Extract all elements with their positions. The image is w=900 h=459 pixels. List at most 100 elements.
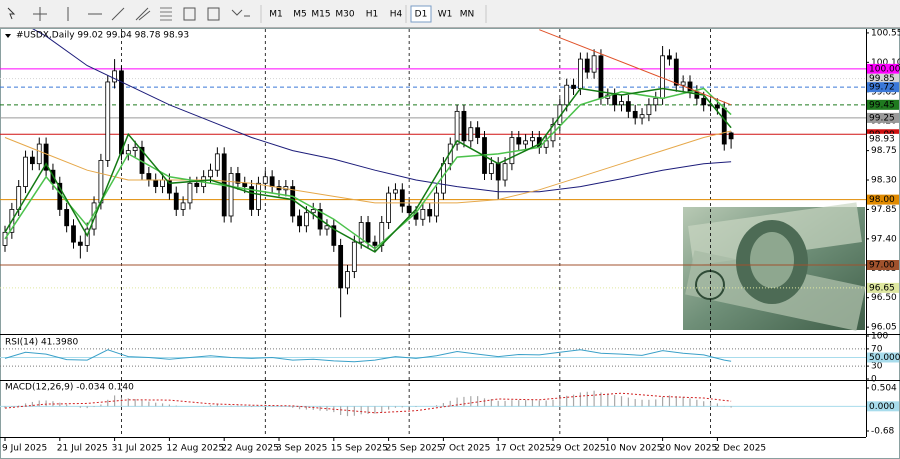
level-label-box: [867, 194, 899, 205]
candle-body: [105, 81, 111, 161]
candle-body: [194, 182, 200, 187]
candle-body: [180, 202, 186, 210]
shapes-tool[interactable]: [231, 9, 250, 17]
candle-body: [625, 101, 631, 112]
candle-body: [420, 209, 426, 220]
candle-body: [235, 173, 241, 184]
portrait-face: [750, 232, 794, 288]
level-label-box: [867, 352, 899, 363]
moving-average: [32, 29, 732, 193]
dollar-picture: [683, 202, 866, 331]
crosshair-tool[interactable]: [33, 7, 47, 21]
candle-body: [71, 225, 76, 243]
timeframe-button[interactable]: M5: [293, 10, 307, 20]
channel-tool[interactable]: [135, 7, 151, 21]
level-label: 97.00: [869, 261, 895, 271]
fibo-tool[interactable]: [160, 7, 172, 21]
level-label: 99.72: [869, 83, 895, 93]
candle-body: [715, 104, 720, 109]
candle-body: [310, 209, 316, 214]
level-label-box: [867, 112, 899, 123]
text-tool[interactable]: [183, 7, 196, 21]
level-label-box: [867, 73, 899, 84]
moving-average: [539, 29, 732, 106]
candle-body: [646, 104, 652, 116]
level-label-box: [867, 82, 899, 93]
candle-body: [461, 110, 467, 142]
candle-body: [475, 127, 481, 138]
timeframe-button[interactable]: H1: [366, 10, 379, 20]
candle-body: [399, 189, 405, 207]
timeframe-button[interactable]: M1: [269, 10, 283, 20]
candle-body: [187, 182, 193, 204]
candle-body: [228, 173, 234, 217]
x-tick-label: 2 Dec 2025: [714, 444, 766, 454]
pane-title: #USDX,Daily 99.02 99.04 98.78 98.93: [16, 31, 189, 41]
candle-body: [132, 146, 138, 151]
candle-body: [208, 169, 213, 178]
trendline-tool[interactable]: [111, 7, 125, 21]
x-tick-label: 12 Aug 2025: [166, 444, 224, 454]
level-label-box: [867, 133, 899, 144]
candle-body: [324, 225, 330, 230]
level-label: 99.85: [869, 74, 895, 84]
toolbar-bg: [0, 0, 900, 28]
candle-body: [173, 192, 179, 210]
x-tick-label: 17 Oct 2025: [495, 444, 551, 454]
candle-body: [372, 241, 378, 246]
candle-body: [256, 182, 261, 210]
pane-menu-arrow[interactable]: [5, 34, 11, 38]
candle-body: [269, 176, 275, 187]
y-tick-label: 100: [871, 332, 888, 342]
label-tool[interactable]: [207, 7, 220, 21]
cursor-tool[interactable]: [7, 7, 16, 20]
candle-body: [564, 84, 570, 106]
candle-body: [509, 137, 515, 165]
candle-body: [393, 189, 398, 194]
level-label: 96.65: [869, 283, 895, 293]
candle-body: [680, 81, 686, 86]
candle-body: [687, 81, 693, 93]
timeframe-button[interactable]: M15: [311, 10, 330, 20]
x-tick-label: 9 Jul 2025: [2, 444, 47, 454]
candle-body: [29, 156, 35, 165]
candle-body: [345, 271, 350, 289]
timeframe-button[interactable]: W1: [438, 10, 453, 20]
timeframe-button[interactable]: M30: [335, 10, 354, 20]
candle-body: [639, 114, 645, 119]
candle-body: [447, 143, 453, 165]
y-tick-label: 100.55: [871, 28, 900, 38]
candle-body: [242, 182, 248, 187]
x-tick-label: 7 Oct 2025: [440, 444, 490, 454]
timeframe-button[interactable]: H4: [390, 10, 403, 20]
candle-body: [64, 209, 70, 227]
candle-body: [728, 132, 734, 140]
candle-body: [584, 58, 590, 73]
candle-body: [454, 110, 460, 145]
candle-body: [667, 55, 672, 60]
candle-body: [612, 94, 618, 106]
y-tick-label: -0.68: [871, 427, 895, 437]
timeframe-active-box: [410, 5, 432, 23]
x-tick-label: 25 Sep 2025: [386, 444, 443, 454]
candle-body: [673, 58, 679, 86]
level-label: 50.0000: [869, 353, 900, 363]
candle-body: [495, 163, 501, 181]
timeframe-button[interactable]: D1: [415, 10, 428, 20]
candle-body: [77, 241, 83, 246]
level-label-box: [867, 63, 899, 74]
candle-body: [406, 205, 412, 214]
candle-body: [530, 137, 535, 142]
timeframe-button[interactable]: MN: [460, 10, 475, 20]
candle-body: [571, 84, 576, 89]
level-label: 99.45: [869, 100, 895, 110]
moving-average: [4, 130, 732, 204]
level-label: 98.00: [869, 195, 895, 205]
candle-body: [331, 225, 337, 246]
candle-body: [502, 163, 508, 181]
candle-body: [351, 241, 357, 272]
candle-body: [297, 215, 302, 227]
x-tick-label: 31 Jul 2025: [112, 444, 163, 454]
candle-body: [591, 55, 597, 73]
candle-body: [488, 163, 494, 174]
